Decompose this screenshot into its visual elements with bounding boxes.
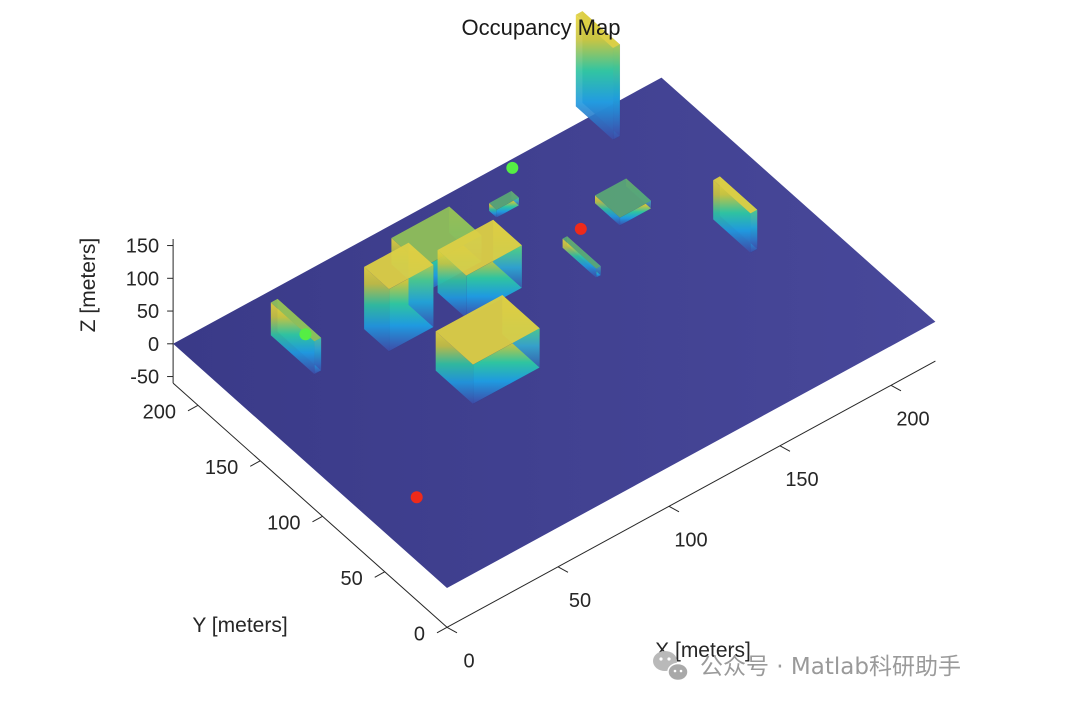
y-tick-label: 0 [414,623,425,645]
y-tick-label: 100 [267,512,300,534]
marker-layer [299,161,587,504]
z-tick-label: 150 [126,236,159,258]
goal-marker [410,491,423,504]
y-tick-label: 50 [341,568,363,590]
obstacle-left-face [595,195,620,226]
start-marker [506,161,519,174]
x-axis-line [446,360,936,628]
obstacle-wall-back-right [575,11,620,140]
x-tick-label: 150 [785,469,818,491]
x-tick-mark [557,566,569,573]
x-axis-label: X [meters] [655,639,751,662]
obstacle-left-face [562,238,597,278]
y-axis-line [172,382,448,628]
obstacle-left-face [435,331,473,404]
chart-title: Occupancy Map [462,15,621,40]
y-tick-mark [250,460,261,467]
obstacle-cube-center [437,219,522,319]
obstacle-top-face [595,178,651,218]
watermark: 公众号 · Matlab科研助手 [653,651,961,682]
obstacle-bar-diagonal [562,236,601,278]
z-axis-label: Z [meters] [77,238,100,333]
x-tick-mark [779,445,791,452]
y-axis-label: Y [meters] [192,614,287,637]
y-tick-label: 150 [205,457,238,479]
y-tick-mark [187,404,199,412]
obstacle-slab-blue [595,178,652,226]
obstacle-building-tall-back [364,242,434,352]
obstacle-top-face [575,11,620,49]
y-tick-mark [374,571,385,578]
tick-layer: 0 50 100 150 200 0 50 100 150 200 -50 0 50 100 150 [126,236,930,673]
x-tick-mark [446,626,458,634]
z-tick-label: 50 [137,301,159,323]
obstacle-top-face [437,219,522,276]
obstacle-top-face [435,295,540,365]
y-tick-mark [312,515,323,523]
obstacle-block-blue-small [489,191,519,218]
obstacle-top-face [562,236,601,269]
x-tick-mark [668,505,680,513]
z-tick-label: -50 [130,367,159,389]
obstacle-top-face [713,176,758,214]
goal-marker [574,222,587,235]
obstacle-top-face [364,242,434,290]
z-tick-label: 100 [126,268,159,290]
y-tick-mark [436,626,448,634]
x-tick-label: 100 [674,529,707,551]
obstacle-left-face [437,250,467,319]
obstacle-wall-east [713,176,758,253]
obstacle-left-face [713,180,751,253]
x-tick-mark [890,384,902,392]
x-tick-label: 200 [896,408,929,430]
obstacle-left-face [489,203,497,218]
obstacle-top-face [489,191,519,210]
wechat-icon [653,651,689,682]
start-marker [299,328,312,341]
obstacle-layer [270,11,758,405]
z-tick-label: 0 [148,334,159,356]
obstacle-cube-front [435,295,540,405]
y-tick-label: 200 [143,401,176,423]
obstacle-left-face [575,14,614,140]
x-tick-label: 50 [569,590,591,612]
obstacle-left-face [270,302,315,375]
obstacle-left-face [364,266,389,352]
x-tick-label: 0 [463,650,474,672]
watermark-text: 公众号 · Matlab科研助手 [700,654,961,680]
